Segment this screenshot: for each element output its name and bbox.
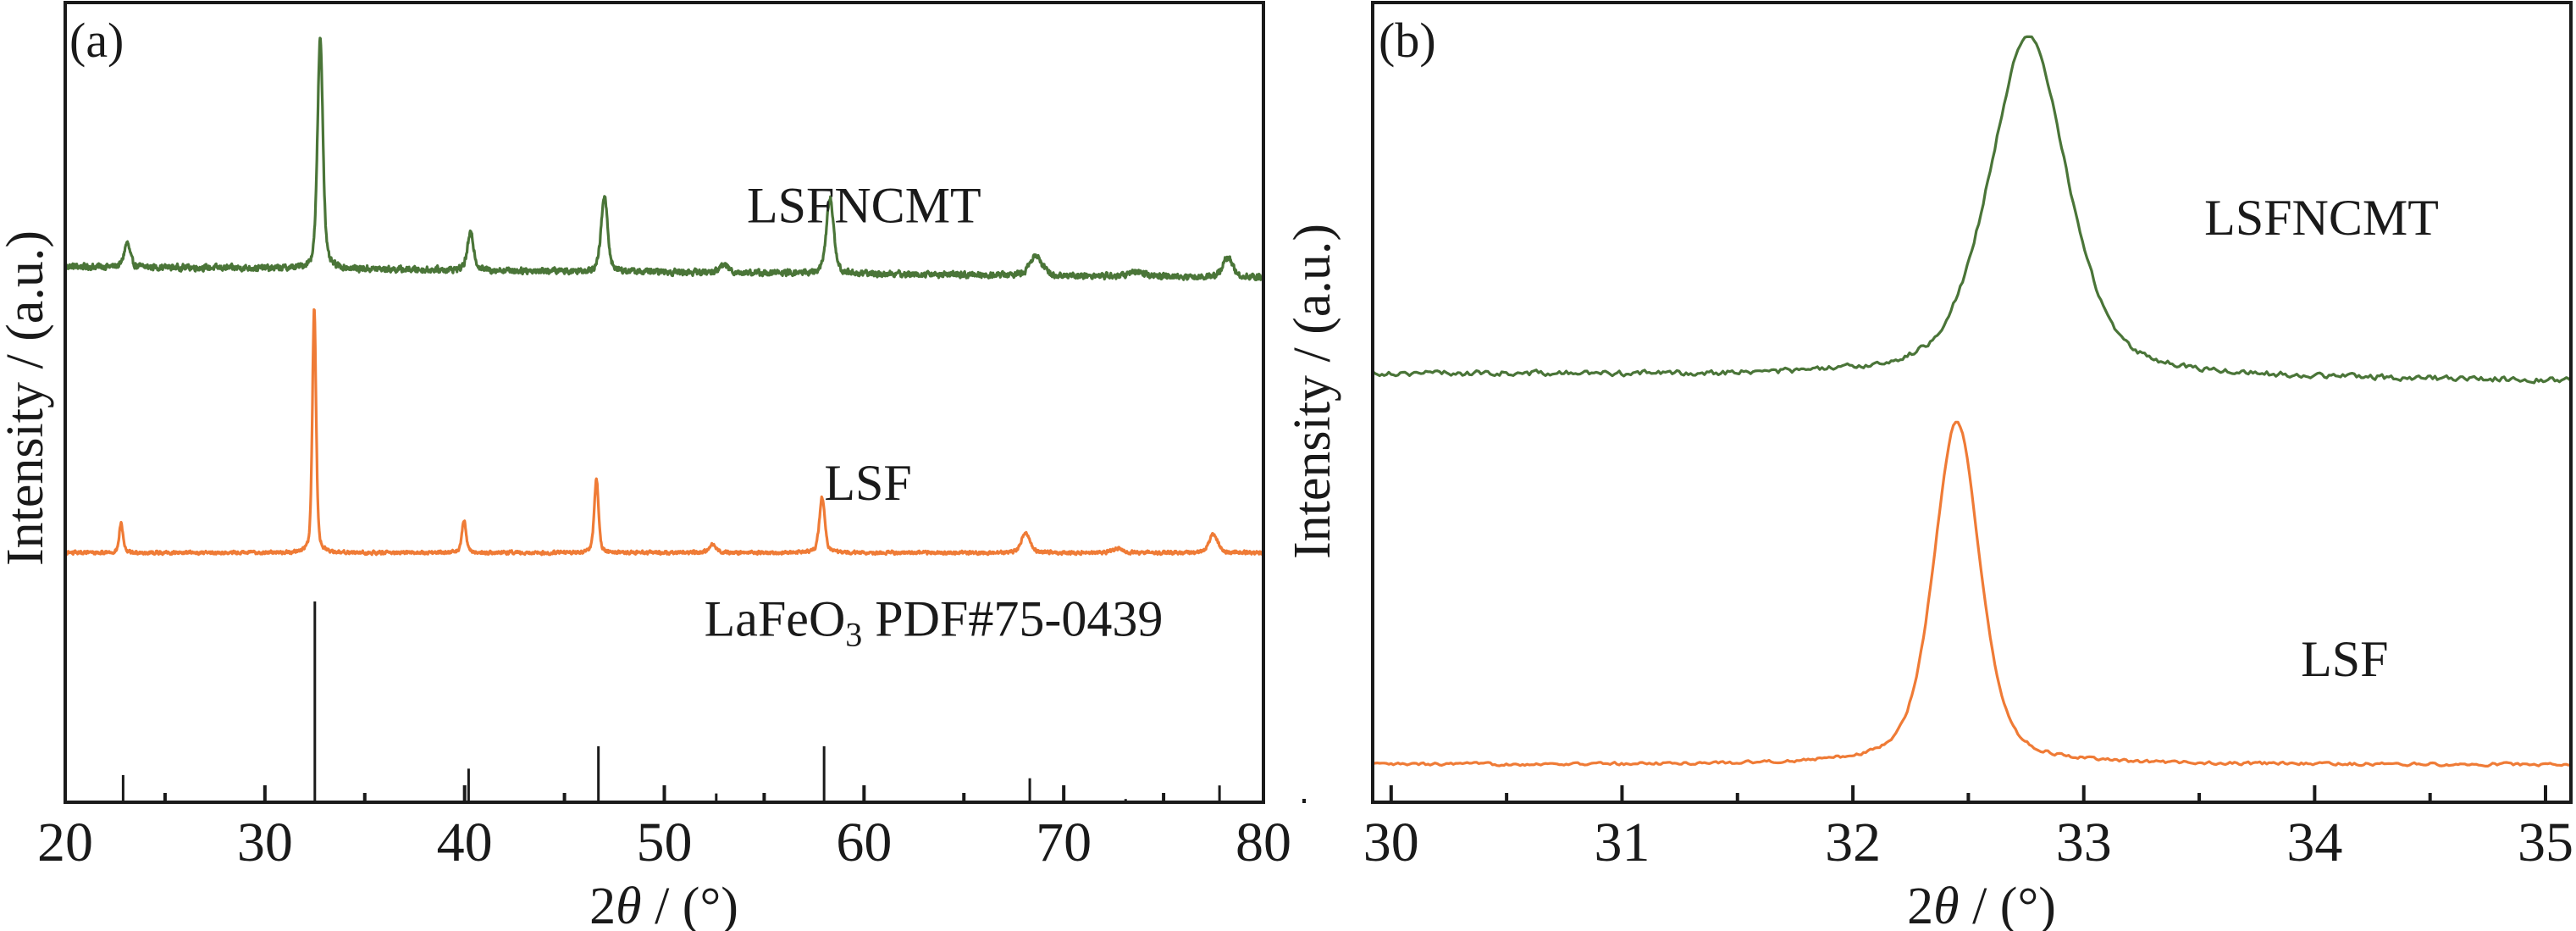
x-axis-title: 2θ / (°) xyxy=(1907,878,2056,931)
x-tick-label: 32 xyxy=(1825,812,1881,873)
series-label-lsfncmt: LSFNCMT xyxy=(747,178,981,234)
reference-label: LaFeO3 PDF#75-0439 xyxy=(705,591,1164,654)
series-line-lsfncmt xyxy=(64,36,1265,281)
x-tick-label: 35 xyxy=(2518,812,2573,873)
tick-labels-group: 30 31 32 33 34 35 xyxy=(1363,812,2573,873)
x-axis-title-prefix: 2 xyxy=(1907,878,1933,931)
ticks-group xyxy=(1389,785,2548,802)
y-axis-title: Intensity / (a.u.) xyxy=(0,230,54,566)
x-axis-title-theta: θ xyxy=(616,878,641,931)
x-tick-label: 20 xyxy=(37,812,93,873)
x-axis-title-suffix: / (°) xyxy=(642,878,738,931)
panel-label: (a) xyxy=(69,13,124,68)
x-tick-label: 33 xyxy=(2056,812,2112,873)
x-tick-label: 50 xyxy=(637,812,693,873)
reference-label-subscript: 3 xyxy=(845,616,862,654)
x-tick-label: 40 xyxy=(437,812,493,873)
x-tick-label: 30 xyxy=(237,812,293,873)
series-line-lsf xyxy=(64,308,1265,557)
stray-dot xyxy=(1302,799,1306,803)
x-axis-title-prefix: 2 xyxy=(589,878,616,931)
reference-label-main: LaFeO xyxy=(705,591,846,647)
x-tick-label: 70 xyxy=(1036,812,1092,873)
x-tick-label: 31 xyxy=(1594,812,1650,873)
series-label-lsf: LSF xyxy=(824,455,911,511)
x-axis-title-suffix: / (°) xyxy=(1960,878,2056,931)
tick-labels-group: 20 30 40 50 60 70 80 xyxy=(37,812,1291,873)
x-tick-label: 34 xyxy=(2286,812,2342,873)
x-tick-label: 60 xyxy=(836,812,892,873)
curves-group xyxy=(64,36,1265,557)
x-axis-title-theta: θ xyxy=(1933,878,1959,931)
series-label-lsfncmt: LSFNCMT xyxy=(2204,190,2439,246)
curves-group xyxy=(1372,35,2573,768)
series-line-lsfncmt xyxy=(1372,35,2573,385)
panel-label: (b) xyxy=(1379,13,1436,68)
panel-b: Intensity / (a.u.) (b) LSFNCMT LSF 30 31 3… xyxy=(1284,1,2573,931)
plot-frame xyxy=(64,1,1265,804)
x-tick-label: 80 xyxy=(1235,812,1291,873)
x-tick-label: 30 xyxy=(1363,812,1419,873)
y-axis-title: Intensity / (a.u.) xyxy=(1284,224,1341,559)
ticks-group xyxy=(64,785,1265,802)
reference-lines-group xyxy=(121,601,1221,802)
panel-a: Intensity / (a.u.) (a) LSFNCMT LSF LaFeO… xyxy=(0,1,1291,931)
reference-label-rest: PDF#75-0439 xyxy=(862,591,1163,647)
plot-frame xyxy=(1371,1,2573,804)
x-axis-title: 2θ / (°) xyxy=(589,878,738,931)
series-label-lsf: LSF xyxy=(2301,631,2388,687)
series-line-lsf xyxy=(1372,420,2572,768)
